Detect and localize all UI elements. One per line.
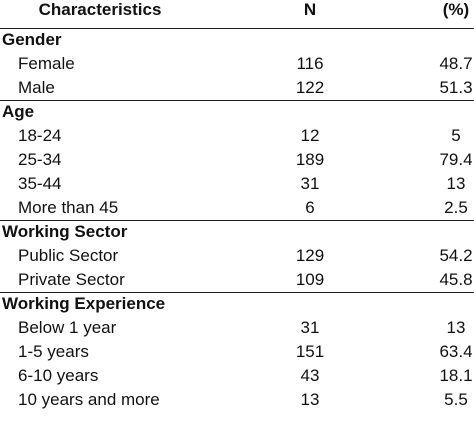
row-n: 122	[295, 78, 325, 97]
row-n: 129	[295, 246, 325, 265]
row-percent: 54.2	[439, 246, 473, 265]
row-percent: 2.5	[444, 198, 468, 217]
row-label: 1-5 years	[18, 342, 89, 361]
row-label: Below 1 year	[18, 318, 117, 337]
header-percent: (%)	[442, 0, 470, 19]
row-percent: 5	[451, 126, 461, 145]
row-label: 25-34	[18, 150, 62, 169]
row-label: 18-24	[18, 126, 62, 145]
row-percent: 79.4	[439, 150, 473, 169]
section-rule	[0, 220, 474, 221]
row-n: 43	[300, 366, 320, 385]
section-title: Working Sector	[2, 222, 128, 241]
row-percent: 13	[446, 318, 466, 337]
row-label: Public Sector	[18, 246, 119, 265]
row-n: 109	[295, 270, 325, 289]
row-percent: 13	[446, 174, 466, 193]
row-percent: 5.5	[444, 390, 468, 409]
row-n: 189	[295, 150, 325, 169]
header-n: N	[303, 0, 317, 19]
section-title: Age	[2, 102, 35, 121]
row-n: 12	[300, 126, 320, 145]
header-characteristics: Characteristics	[38, 0, 162, 19]
row-percent: 48.7	[439, 54, 473, 73]
row-percent: 18.1	[439, 366, 473, 385]
row-n: 13	[300, 390, 320, 409]
row-label: Male	[18, 78, 55, 97]
header-rule	[0, 28, 474, 29]
row-n: 116	[296, 54, 324, 73]
row-n: 6	[305, 198, 315, 217]
row-label: More than 45	[18, 198, 119, 217]
row-percent: 63.4	[439, 342, 473, 361]
row-label: Private Sector	[18, 270, 125, 289]
row-label: 10 years and more	[18, 390, 160, 409]
row-label: Female	[18, 54, 75, 73]
row-n: 31	[300, 174, 320, 193]
section-rule	[0, 292, 474, 293]
row-percent: 45.8	[439, 270, 473, 289]
row-percent: 51.3	[439, 78, 473, 97]
row-n: 31	[300, 318, 320, 337]
section-title: Gender	[2, 30, 62, 49]
section-title: Working Experience	[2, 294, 166, 313]
row-n: 151	[295, 342, 325, 361]
row-label: 6-10 years	[18, 366, 99, 385]
section-rule	[0, 100, 474, 101]
row-label: 35-44	[18, 174, 62, 193]
